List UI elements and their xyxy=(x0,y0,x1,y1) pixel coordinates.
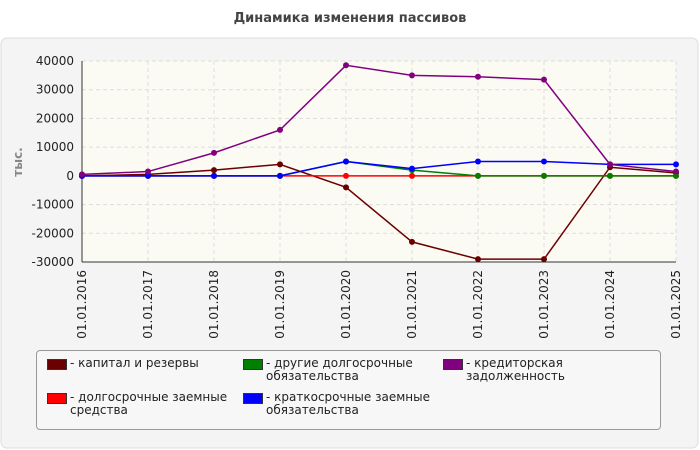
legend-label: - капитал и резервы xyxy=(70,356,199,370)
legend-swatch xyxy=(243,393,263,404)
y-tick-label: 0 xyxy=(66,169,74,183)
x-tick-label: 01.01.2021 xyxy=(405,270,419,339)
chart-title: Динамика изменения пассивов xyxy=(234,11,467,26)
point xyxy=(673,161,679,168)
plot-area xyxy=(82,61,676,262)
point xyxy=(343,172,349,179)
point xyxy=(409,165,415,172)
point xyxy=(409,72,415,79)
y-tick-label: -10000 xyxy=(31,198,74,212)
legend-item: - капитал и резервы xyxy=(47,357,243,389)
series-line xyxy=(82,160,676,177)
point xyxy=(211,149,217,156)
point xyxy=(475,73,481,80)
point xyxy=(541,172,547,179)
y-tick-label: 20000 xyxy=(36,111,74,125)
y-tick-label: 40000 xyxy=(36,54,74,68)
point xyxy=(79,171,85,178)
y-tick-label: -30000 xyxy=(31,255,74,269)
point xyxy=(541,256,547,263)
y-axis-label: тыс. xyxy=(11,147,25,176)
x-tick-label: 01.01.2025 xyxy=(669,270,683,339)
legend-item: - кредиторская задолженность xyxy=(443,357,653,389)
legend-item: - другие долгосрочные обязательства xyxy=(243,357,443,389)
legend-item: - краткосрочные заемные обязательства xyxy=(243,391,443,423)
y-tick-label: 10000 xyxy=(36,140,74,154)
point xyxy=(541,158,547,165)
legend-swatch xyxy=(47,393,67,404)
point xyxy=(607,161,613,168)
y-tick-label: -20000 xyxy=(31,226,74,240)
x-tick-label: 01.01.2023 xyxy=(537,270,551,339)
point xyxy=(343,62,349,69)
legend-item: - долгосрочные заемные средства xyxy=(47,391,243,423)
legend-label: - другие долгосрочные обязательства xyxy=(266,356,413,383)
point xyxy=(277,126,283,133)
x-tick-label: 01.01.2017 xyxy=(141,270,155,339)
x-tick-label: 01.01.2018 xyxy=(207,270,221,339)
x-tick-label: 01.01.2022 xyxy=(471,270,485,339)
series-line xyxy=(81,163,677,260)
x-tick-label: 01.01.2019 xyxy=(273,270,287,339)
legend-swatch xyxy=(47,359,67,370)
legend-label: - долгосрочные заемные средства xyxy=(70,390,228,417)
legend-swatch xyxy=(443,359,463,370)
point xyxy=(211,167,217,174)
x-tick-label: 01.01.2024 xyxy=(603,270,617,339)
point xyxy=(673,168,679,175)
point xyxy=(409,172,415,179)
point xyxy=(343,184,349,191)
legend-label: - кредиторская задолженность xyxy=(466,356,565,383)
point xyxy=(409,238,415,245)
point xyxy=(475,158,481,165)
x-tick-label: 01.01.2016 xyxy=(75,270,89,339)
point xyxy=(541,76,547,83)
point xyxy=(211,172,217,179)
point xyxy=(277,172,283,179)
point xyxy=(475,256,481,263)
point xyxy=(343,158,349,165)
y-tick-label: 30000 xyxy=(36,83,74,97)
legend: - капитал и резервы - долгосрочные заемны… xyxy=(36,350,661,430)
point xyxy=(145,168,151,175)
legend-label: - краткосрочные заемные обязательства xyxy=(266,390,430,417)
point xyxy=(475,172,481,179)
series-line xyxy=(81,64,677,176)
point xyxy=(607,172,613,179)
x-tick-label: 01.01.2020 xyxy=(339,270,353,339)
legend-swatch xyxy=(243,359,263,370)
point xyxy=(277,161,283,168)
point xyxy=(673,172,679,179)
point xyxy=(145,172,151,179)
